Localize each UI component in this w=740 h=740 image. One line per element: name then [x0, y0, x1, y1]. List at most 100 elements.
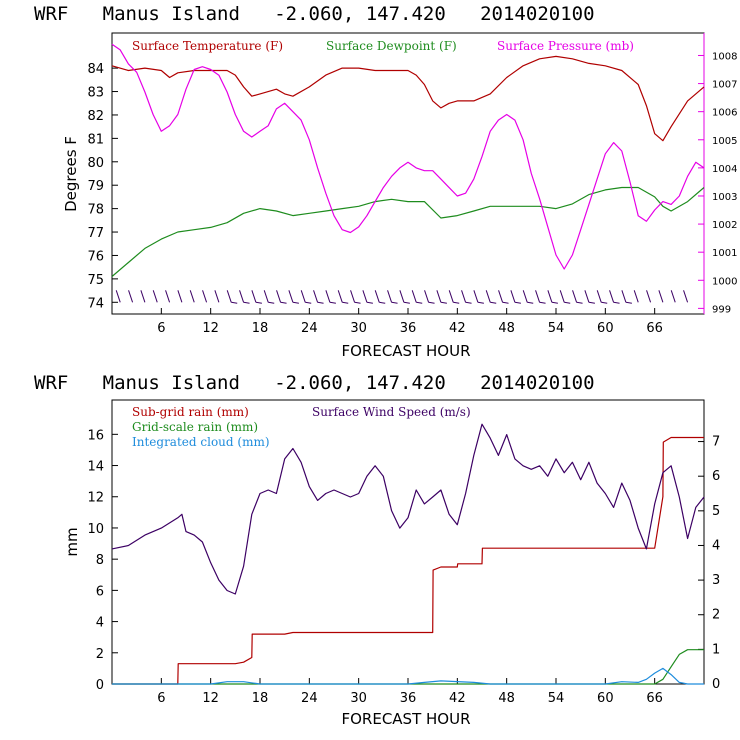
wind-barb — [646, 290, 652, 303]
wind-barb — [288, 290, 299, 304]
y-tick-label: 12 — [87, 491, 104, 506]
y-tick-label: 10 — [87, 522, 104, 537]
legend-subgrid-rain: Sub-grid rain (mm) — [132, 405, 249, 419]
series-line-integrated-cloud-mm — [112, 667, 704, 685]
legend-integrated-cloud: Integrated cloud (mm) — [132, 435, 270, 449]
y-tick-label: 6 — [96, 584, 104, 599]
y2-tick-label: 999 — [712, 304, 731, 315]
wind-barb — [522, 290, 534, 304]
series-line-surface-dewpoint-f — [111, 186, 705, 277]
legend-wind-speed: Surface Wind Speed (m/s) — [312, 405, 471, 419]
chart-rain-wind: WRF Manus Island -2.060, 147.420 2014020… — [34, 372, 720, 728]
wind-barb — [424, 290, 435, 304]
wind-barb — [399, 290, 410, 304]
wind-barb — [313, 290, 324, 304]
legend-gridscale-rain: Grid-scale rain (mm) — [132, 420, 258, 434]
y-tick-label: 74 — [87, 296, 104, 311]
wind-barb — [448, 290, 460, 304]
chart-temperature-pressure: WRF Manus Island -2.060, 147.420 2014020… — [34, 3, 737, 360]
wind-barb — [473, 290, 484, 304]
y-tick-label: 4 — [96, 616, 104, 631]
y-tick-label: 14 — [87, 460, 104, 475]
x-tick-label: 42 — [449, 321, 466, 336]
x-axis-ticks: 6 12 18 24 30 36 42 48 54 60 66 — [157, 308, 663, 336]
plot-frame — [111, 32, 705, 315]
y2-tick-label: 1002 — [712, 220, 737, 231]
wind-barb — [510, 290, 521, 304]
series-line-grid-scale-rain-mm — [112, 649, 704, 685]
wind-barb — [584, 290, 595, 304]
wind-barb — [214, 290, 220, 303]
y-tick-label: 82 — [87, 109, 104, 124]
wind-barb — [596, 290, 608, 304]
x-axis-label: FORECAST HOUR — [341, 710, 470, 728]
y2-tick-label: 4 — [712, 538, 720, 553]
wind-barb — [485, 290, 497, 304]
wind-barb — [498, 290, 509, 304]
wind-barb — [276, 290, 287, 304]
y-axis-ticks: 74 75 76 77 78 79 80 81 82 83 84 — [87, 62, 118, 311]
x-axis-ticks: 6 12 18 24 30 36 42 48 54 60 66 — [157, 678, 663, 706]
x-tick-label: 30 — [350, 321, 367, 336]
y-tick-label: 16 — [87, 428, 104, 443]
x-tick-label: 54 — [548, 691, 565, 706]
y2-tick-label: 7 — [712, 435, 720, 450]
y2-tick-label: 1006 — [712, 108, 737, 119]
x-axis-label: FORECAST HOUR — [341, 342, 470, 360]
wind-barb — [165, 290, 171, 303]
wind-barbs — [115, 290, 689, 304]
wind-barb — [337, 290, 349, 304]
y2-tick-label: 6 — [712, 469, 720, 484]
series-line-sub-grid-rain-mm — [112, 436, 704, 685]
wind-barb — [633, 290, 639, 303]
wind-barb — [177, 290, 183, 303]
wind-barb — [535, 290, 546, 304]
y-tick-label: 8 — [96, 553, 104, 568]
x-tick-label: 24 — [301, 321, 318, 336]
y2-tick-label: 1003 — [712, 192, 737, 203]
x-tick-label: 24 — [301, 691, 318, 706]
y-tick-label: 83 — [87, 86, 104, 101]
x-tick-label: 60 — [597, 321, 614, 336]
x-tick-label: 18 — [252, 691, 269, 706]
wind-barb — [461, 290, 472, 304]
y-tick-label: 84 — [87, 62, 104, 77]
y-tick-label: 80 — [87, 156, 104, 171]
y-axis-ticks: 0 2 4 6 8 10 12 14 16 — [87, 428, 118, 693]
x-tick-label: 60 — [597, 691, 614, 706]
wind-barb — [547, 290, 558, 304]
wind-barb — [152, 290, 158, 303]
y2-axis-ticks: 0 1 2 3 4 5 6 7 — [698, 435, 720, 692]
x-tick-label: 6 — [157, 321, 165, 336]
y2-tick-label: 2 — [712, 608, 720, 623]
y2-tick-label: 1 — [712, 642, 720, 657]
series-lines — [111, 43, 705, 277]
wind-barb — [202, 290, 208, 303]
x-tick-label: 48 — [498, 691, 515, 706]
y2-tick-label: 1007 — [712, 80, 737, 91]
wind-barb — [239, 290, 250, 304]
wind-barb — [572, 290, 583, 304]
wind-barb — [609, 290, 620, 304]
y-axis-label: Degrees F — [62, 136, 80, 212]
x-tick-label: 42 — [449, 691, 466, 706]
y2-tick-label: 1004 — [712, 164, 737, 175]
y-tick-label: 79 — [87, 179, 104, 194]
legend-temperature: Surface Temperature (F) — [132, 39, 283, 53]
wind-barb — [621, 290, 632, 304]
x-tick-label: 12 — [202, 321, 219, 336]
wind-barb — [251, 290, 262, 304]
series-line-surface-wind-speed-m-s — [111, 423, 705, 595]
wind-barb — [387, 290, 398, 304]
wind-barb — [226, 290, 238, 304]
y2-tick-label: 5 — [712, 504, 720, 519]
wind-barb — [436, 290, 447, 304]
series-line-surface-temperature-f — [111, 55, 705, 142]
x-tick-label: 18 — [252, 321, 269, 336]
y2-tick-label: 1000 — [712, 276, 737, 287]
chart-title: WRF Manus Island -2.060, 147.420 2014020… — [34, 372, 595, 394]
wind-barb — [670, 290, 676, 303]
series-line-surface-pressure-mb — [111, 43, 705, 270]
y-tick-label: 78 — [87, 203, 104, 218]
